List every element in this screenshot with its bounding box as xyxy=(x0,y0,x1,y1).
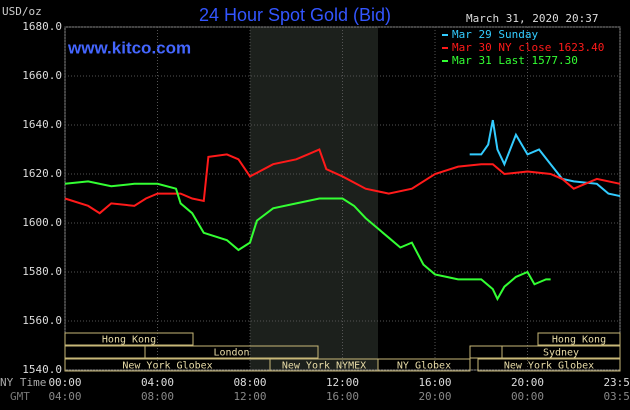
session-label: London xyxy=(213,348,249,359)
y-tick-label: 1640.0 xyxy=(22,118,62,131)
x-tick-label: 00:00 xyxy=(48,376,81,389)
x2-tick-label: 00:00 xyxy=(511,390,544,403)
legend-label: Mar 29 Sunday xyxy=(452,28,538,41)
y-tick-label: 1620.0 xyxy=(22,167,62,180)
session-label: Hong Kong xyxy=(102,335,156,346)
session-label: NY Globex xyxy=(397,361,451,372)
x-tick-label: 23:59 xyxy=(603,376,630,389)
x2-tick-label: 04:00 xyxy=(48,390,81,403)
legend-label: Mar 31 Last 1577.30 xyxy=(452,54,578,67)
y-tick-label: 1560.0 xyxy=(22,314,62,327)
session-box xyxy=(377,358,471,372)
x2-axis-label: GMT xyxy=(10,390,30,403)
x2-tick-label: 08:00 xyxy=(141,390,174,403)
y-tick-label: 1680.0 xyxy=(22,20,62,33)
nymex-shade xyxy=(250,27,378,370)
x-tick-label: 20:00 xyxy=(511,376,544,389)
timestamp: March 31, 2020 20:37 xyxy=(466,12,598,25)
session-box xyxy=(144,345,319,359)
x-tick-label: 16:00 xyxy=(418,376,451,389)
subtitle: www.kitco.com xyxy=(67,38,191,57)
x2-tick-label: 20:00 xyxy=(418,390,451,403)
x2-tick-label: 03:59 xyxy=(603,390,630,403)
series-line xyxy=(64,148,621,215)
session-box xyxy=(501,345,621,359)
y-tick-label: 1540.0 xyxy=(22,363,62,376)
session-label: New York Globex xyxy=(504,361,594,372)
y-tick-label: 1580.0 xyxy=(22,265,62,278)
session-label: Sydney xyxy=(543,348,579,359)
x-tick-label: 04:00 xyxy=(141,376,174,389)
session-label: Hong Kong xyxy=(552,335,606,346)
session-box xyxy=(537,332,621,346)
x2-tick-label: 12:00 xyxy=(233,390,266,403)
session-label: New York Globex xyxy=(122,361,212,372)
x2-tick-label: 16:00 xyxy=(326,390,359,403)
y-tick-label: 1600.0 xyxy=(22,216,62,229)
session-box xyxy=(64,332,194,346)
chart-title: 24 Hour Spot Gold (Bid) xyxy=(199,5,391,25)
legend-label: Mar 30 NY close 1623.40 xyxy=(452,41,604,54)
x-tick-label: 08:00 xyxy=(233,376,266,389)
y-tick-label: 1660.0 xyxy=(22,69,62,82)
x-axis-label: NY Time xyxy=(0,376,46,389)
x-tick-label: 12:00 xyxy=(326,376,359,389)
series-line xyxy=(64,180,551,302)
y-axis-label: USD/oz xyxy=(2,5,42,18)
session-label: New York NYMEX xyxy=(282,361,366,372)
session-box xyxy=(477,358,621,372)
